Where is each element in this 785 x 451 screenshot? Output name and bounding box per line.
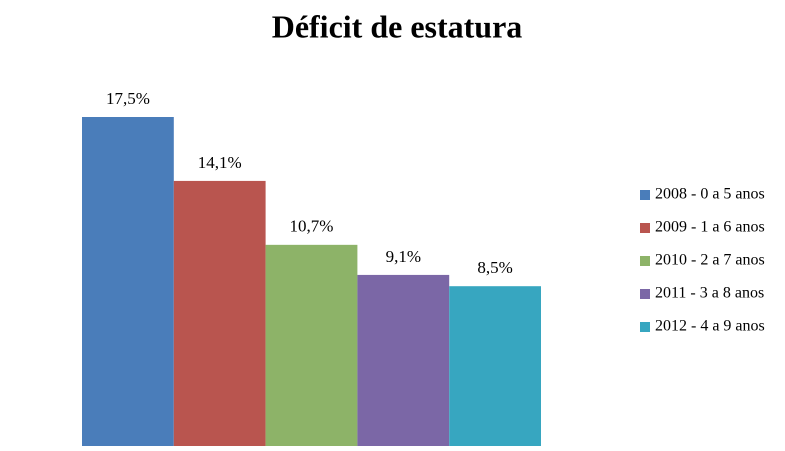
legend-label: 2009 - 1 a 6 anos bbox=[655, 219, 765, 236]
data-label: 10,7% bbox=[290, 217, 334, 236]
chart-title: Déficit de estatura bbox=[272, 8, 523, 44]
legend-swatch bbox=[640, 223, 650, 233]
legend-label: 2010 - 2 a 7 anos bbox=[655, 252, 765, 269]
legend-swatch bbox=[640, 256, 650, 266]
data-label: 17,5% bbox=[106, 89, 150, 108]
bar bbox=[173, 180, 266, 447]
bar bbox=[82, 117, 174, 446]
bar bbox=[357, 274, 450, 446]
legend-label: 2008 - 0 a 5 anos bbox=[655, 186, 765, 203]
legend-label: 2012 - 4 a 9 anos bbox=[655, 318, 765, 335]
bar bbox=[449, 286, 541, 446]
data-label: 8,5% bbox=[477, 258, 512, 277]
legend-label: 2011 - 3 a 8 anos bbox=[655, 285, 764, 302]
legend-swatch bbox=[640, 322, 650, 332]
legend-swatch bbox=[640, 190, 650, 200]
data-label: 9,1% bbox=[386, 247, 421, 266]
legend-swatch bbox=[640, 289, 650, 299]
data-label: 14,1% bbox=[198, 153, 242, 172]
bar bbox=[265, 244, 358, 446]
